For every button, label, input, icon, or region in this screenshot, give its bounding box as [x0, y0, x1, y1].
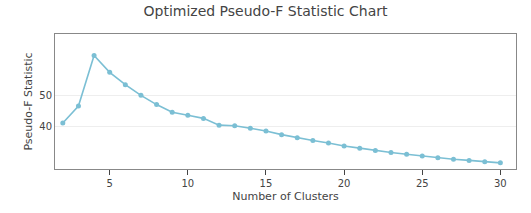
svg-text:Pseudo-F Statistic: Pseudo-F Statistic	[22, 52, 35, 150]
svg-text:5: 5	[107, 178, 113, 189]
svg-text:Optimized Pseudo-F Statistic C: Optimized Pseudo-F Statistic Chart	[144, 3, 388, 19]
svg-text:Number of Clusters: Number of Clusters	[232, 190, 339, 203]
svg-text:40: 40	[39, 121, 52, 132]
svg-text:15: 15	[260, 178, 273, 189]
svg-text:25: 25	[416, 178, 429, 189]
svg-text:50: 50	[39, 90, 52, 101]
svg-text:10: 10	[181, 178, 194, 189]
svg-text:30: 30	[494, 178, 507, 189]
svg-text:20: 20	[338, 178, 351, 189]
